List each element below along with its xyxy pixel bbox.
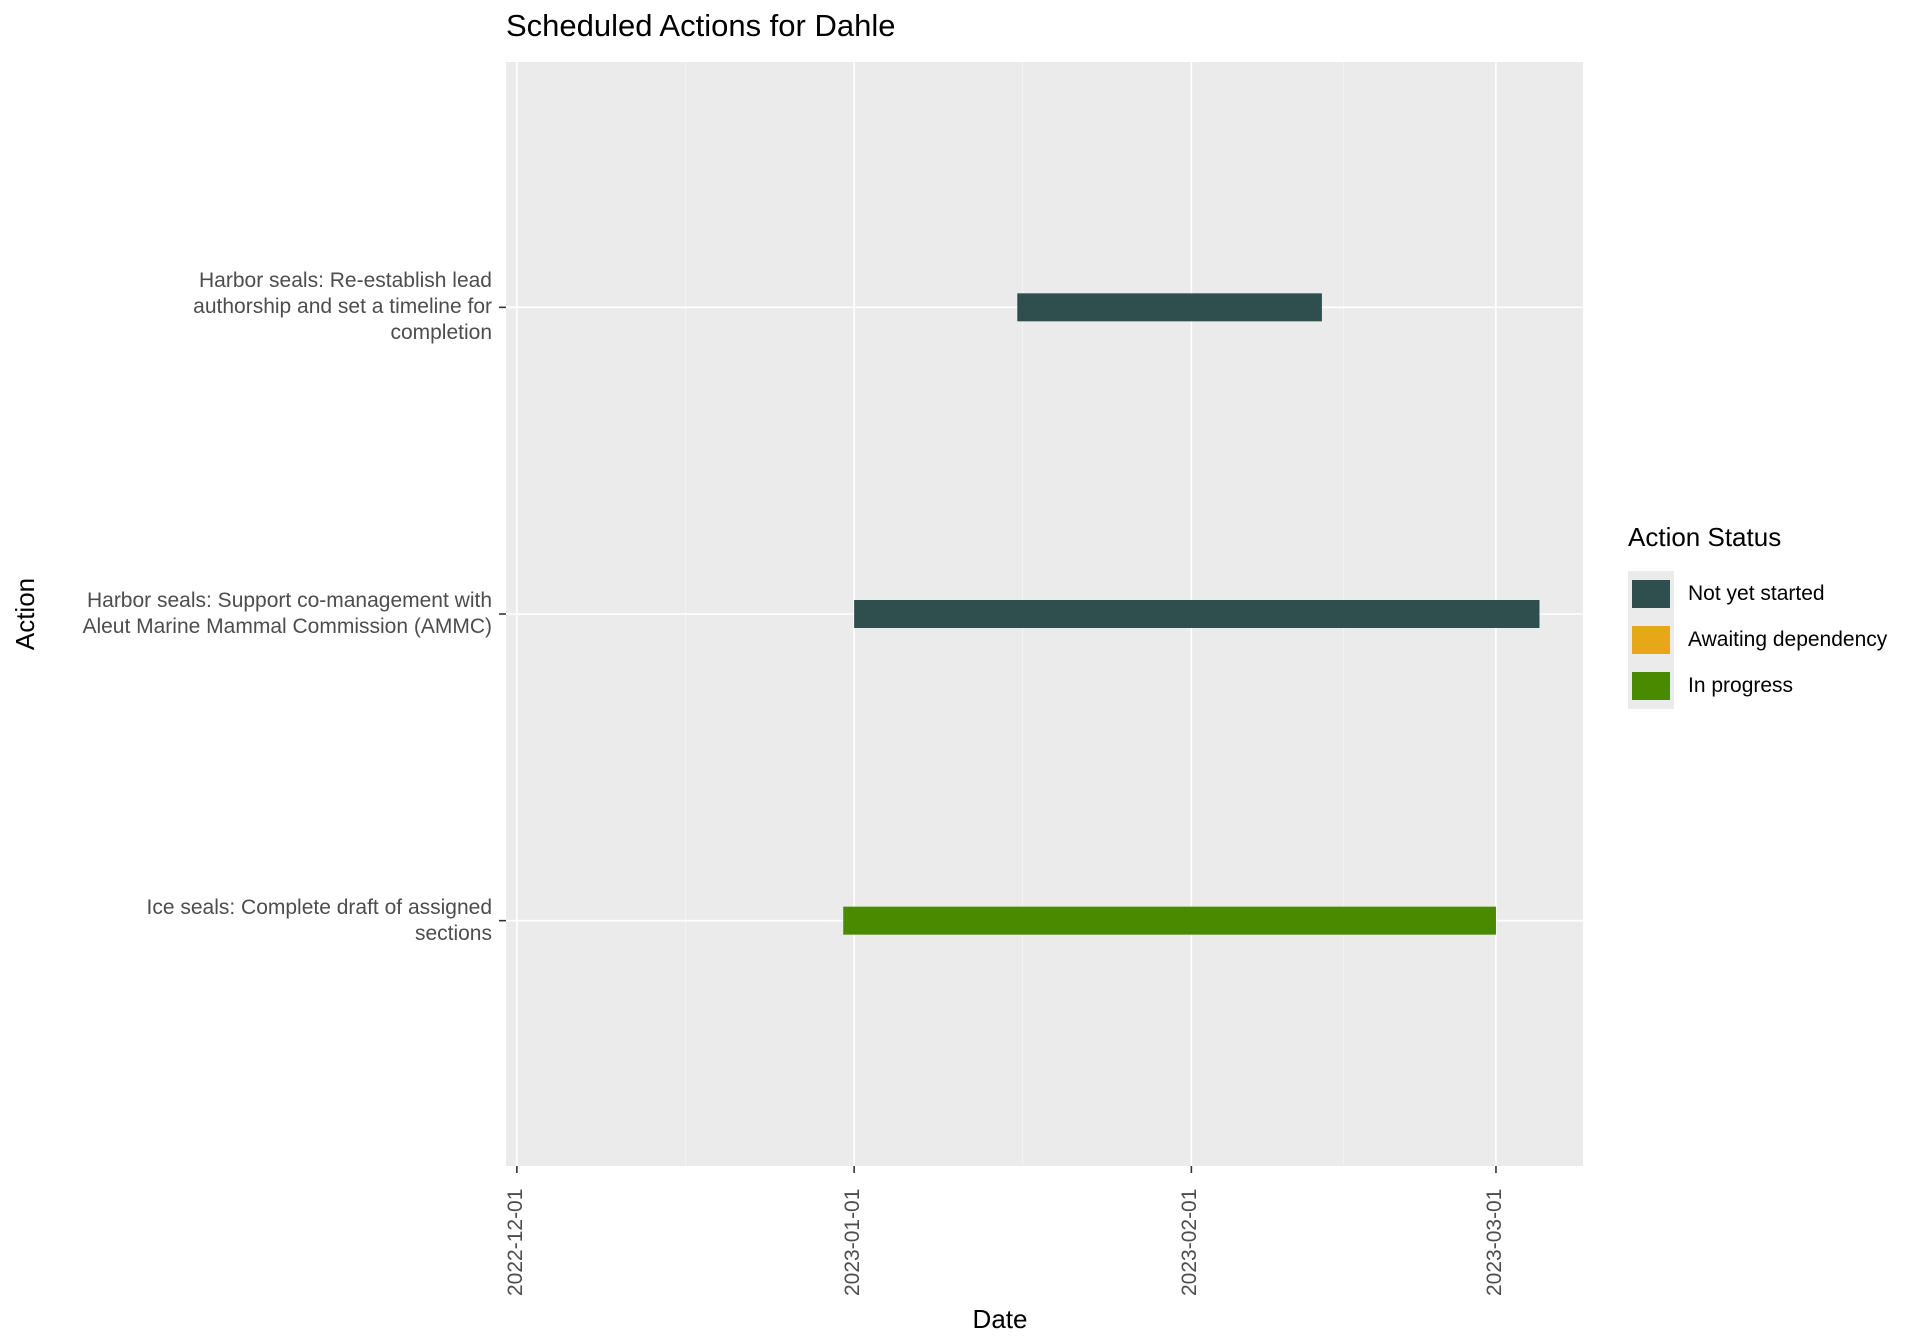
- legend-swatch: [1632, 626, 1670, 654]
- legend-key: [1628, 571, 1674, 617]
- axis-ticks: [499, 306, 1497, 1173]
- legend: Action Status Not yet started Awaiting de…: [1628, 522, 1887, 709]
- chart-title: Scheduled Actions for Dahle: [506, 8, 896, 43]
- legend-items: Not yet started Awaiting dependency In pro…: [1628, 571, 1887, 709]
- x-tick-label: 2022-12-01: [503, 1188, 527, 1296]
- legend-item: Awaiting dependency: [1628, 617, 1887, 663]
- legend-label: Not yet started: [1688, 582, 1825, 605]
- y-tick-label: Harbor seals: Support co-management with…: [82, 589, 492, 638]
- x-axis-title: Date: [972, 1304, 1028, 1334]
- legend-label: Awaiting dependency: [1688, 628, 1888, 651]
- x-tick-label: 2023-02-01: [1178, 1188, 1202, 1296]
- legend-key: [1628, 663, 1674, 709]
- legend-key: [1628, 617, 1674, 663]
- task-bar: [1017, 293, 1322, 322]
- legend-item: Not yet started: [1628, 571, 1887, 617]
- legend-title: Action Status: [1628, 522, 1782, 552]
- task-bars: [843, 293, 1540, 935]
- task-bar: [843, 906, 1496, 935]
- y-axis-title: Action: [10, 577, 40, 651]
- legend-swatch: [1632, 580, 1670, 608]
- x-tick-label: 2023-03-01: [1482, 1188, 1506, 1296]
- legend-item: In progress: [1628, 663, 1887, 709]
- x-tick-label: 2023-01-01: [841, 1188, 865, 1296]
- legend-swatch: [1632, 672, 1670, 700]
- task-bar: [854, 600, 1540, 628]
- y-tick-label: Harbor seals: Re-establish lead authorsh…: [193, 269, 492, 345]
- y-tick-label: Ice seals: Complete draft of assigned se…: [146, 895, 492, 945]
- legend-label: In progress: [1688, 674, 1794, 697]
